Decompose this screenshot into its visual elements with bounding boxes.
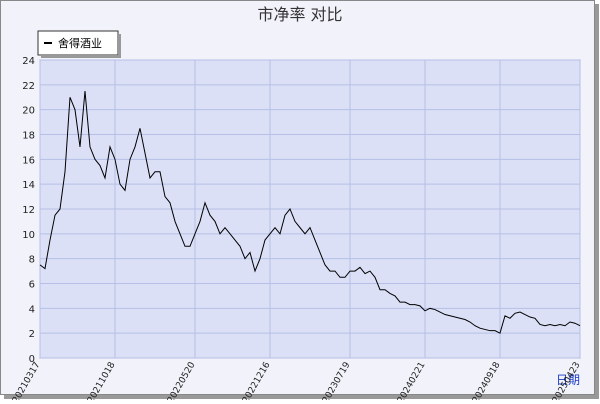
legend-label: 舍得酒业 — [58, 36, 102, 50]
y-tick-label: 10 — [22, 230, 35, 241]
y-tick-label: 20 — [22, 106, 35, 117]
y-tick-label: 2 — [29, 329, 35, 340]
y-tick-label: 18 — [22, 131, 35, 142]
y-tick-label: 24 — [22, 56, 35, 67]
legend-shadow — [118, 34, 121, 58]
x-axis-label[interactable]: 日期 — [556, 373, 580, 387]
y-tick-label: 16 — [22, 155, 35, 166]
y-tick-label: 8 — [29, 255, 35, 266]
y-tick-label: 12 — [22, 205, 35, 216]
line-series — [39, 90, 581, 334]
shadow — [595, 4, 599, 399]
y-tick-label: 22 — [22, 81, 35, 92]
y-tick-label: 0 — [29, 354, 35, 365]
y-tick-label: 6 — [29, 280, 35, 291]
y-tick-label: 4 — [29, 304, 35, 315]
legend-shadow — [41, 55, 121, 58]
shadow — [4, 395, 599, 399]
y-tick-label: 14 — [22, 180, 35, 191]
chart-title: 市净率 对比 — [257, 5, 342, 24]
